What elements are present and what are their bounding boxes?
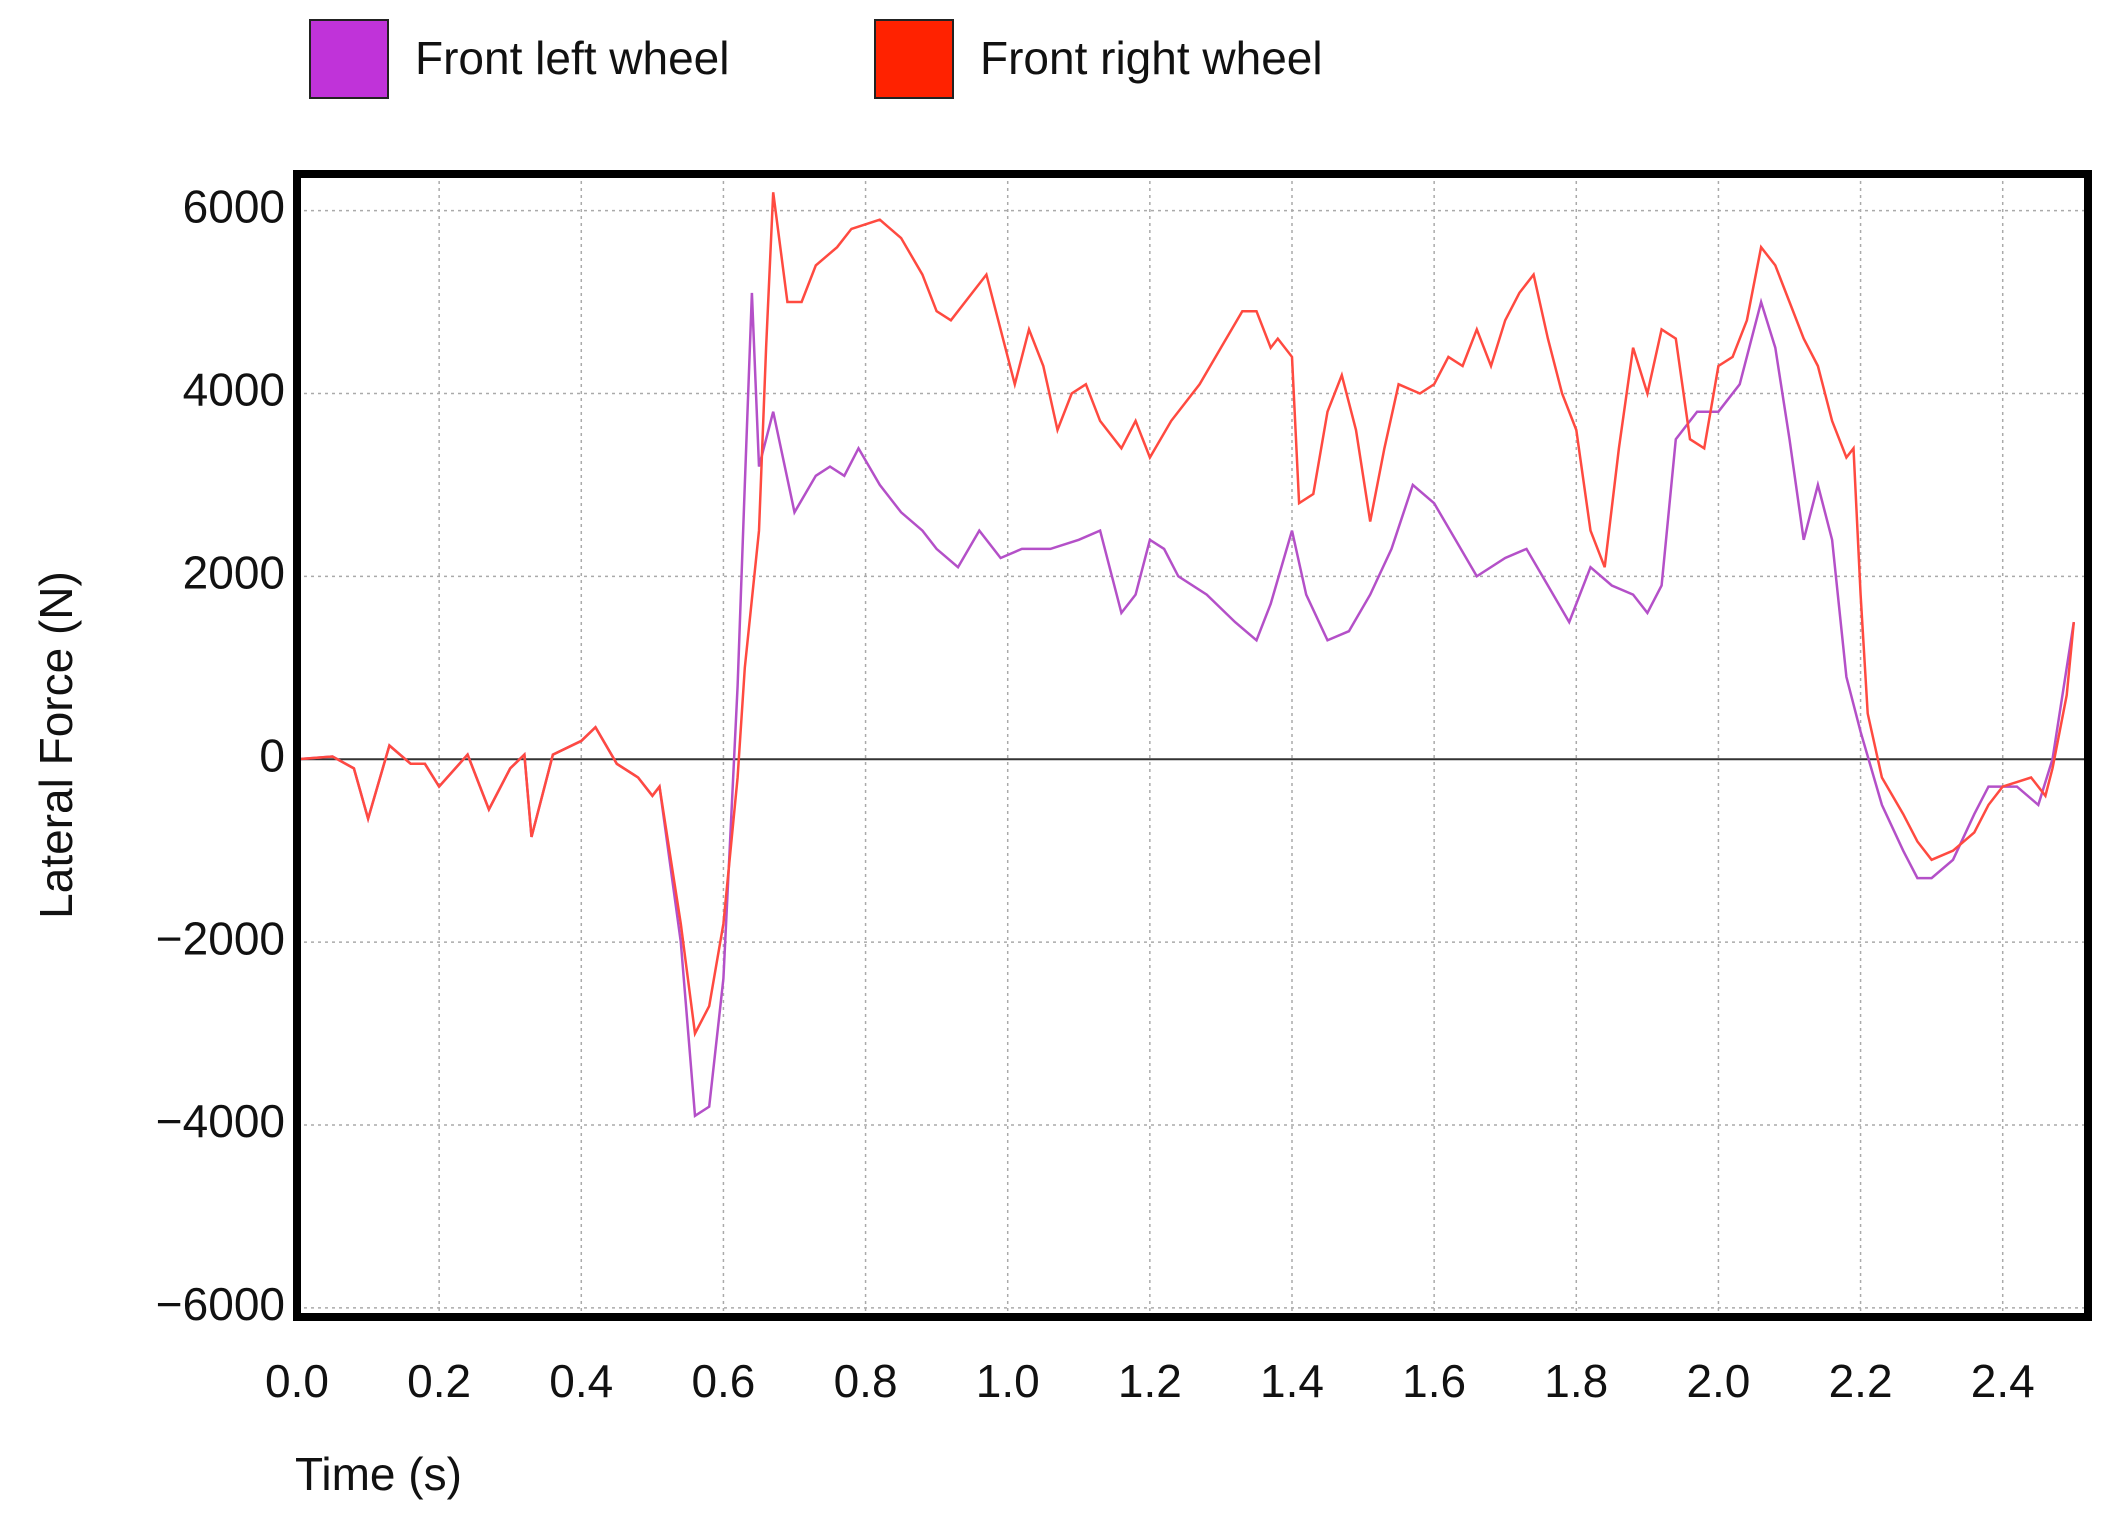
x-tick-label: 2.0 [1686,1355,1750,1407]
y-tick-label: −6000 [156,1278,285,1330]
legend-label: Front right wheel [980,32,1323,84]
x-axis-title: Time (s) [295,1448,462,1500]
x-tick-label: 1.4 [1260,1355,1324,1407]
y-axis-title: Lateral Force (N) [30,571,82,919]
x-tick-label: 0.8 [834,1355,898,1407]
y-tick-label: −2000 [156,912,285,964]
x-tick-label: 0.2 [407,1355,471,1407]
plot-frame [293,170,2092,1321]
y-tick-label: 6000 [183,181,285,233]
x-tick-label: 2.2 [1829,1355,1893,1407]
y-tick-label: −4000 [156,1095,285,1147]
legend-swatch [874,19,954,99]
x-tick-label: 1.6 [1402,1355,1466,1407]
y-tick-label: 0 [259,729,285,781]
x-tick-label: 1.2 [1118,1355,1182,1407]
x-tick-label: 0.6 [691,1355,755,1407]
x-tick-label: 0.4 [549,1355,613,1407]
legend-label: Front left wheel [415,32,729,84]
legend-swatch [309,19,389,99]
y-tick-label: 2000 [183,546,285,598]
y-tick-label: 4000 [183,364,285,416]
x-tick-label: 1.8 [1544,1355,1608,1407]
x-tick-label: 2.4 [1971,1355,2035,1407]
line [296,192,2076,1038]
x-tick-label: 0.0 [265,1355,329,1407]
line [296,292,2076,1118]
x-tick-label: 1.0 [976,1355,1040,1407]
